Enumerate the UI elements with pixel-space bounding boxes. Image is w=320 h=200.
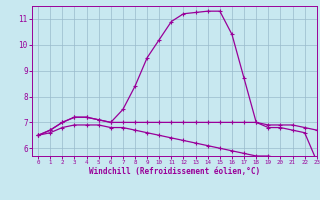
X-axis label: Windchill (Refroidissement éolien,°C): Windchill (Refroidissement éolien,°C) (89, 167, 260, 176)
